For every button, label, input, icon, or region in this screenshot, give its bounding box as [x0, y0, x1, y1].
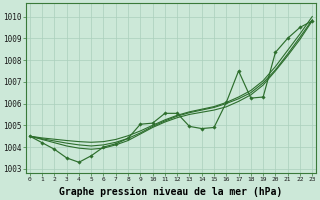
X-axis label: Graphe pression niveau de la mer (hPa): Graphe pression niveau de la mer (hPa) — [60, 186, 283, 197]
